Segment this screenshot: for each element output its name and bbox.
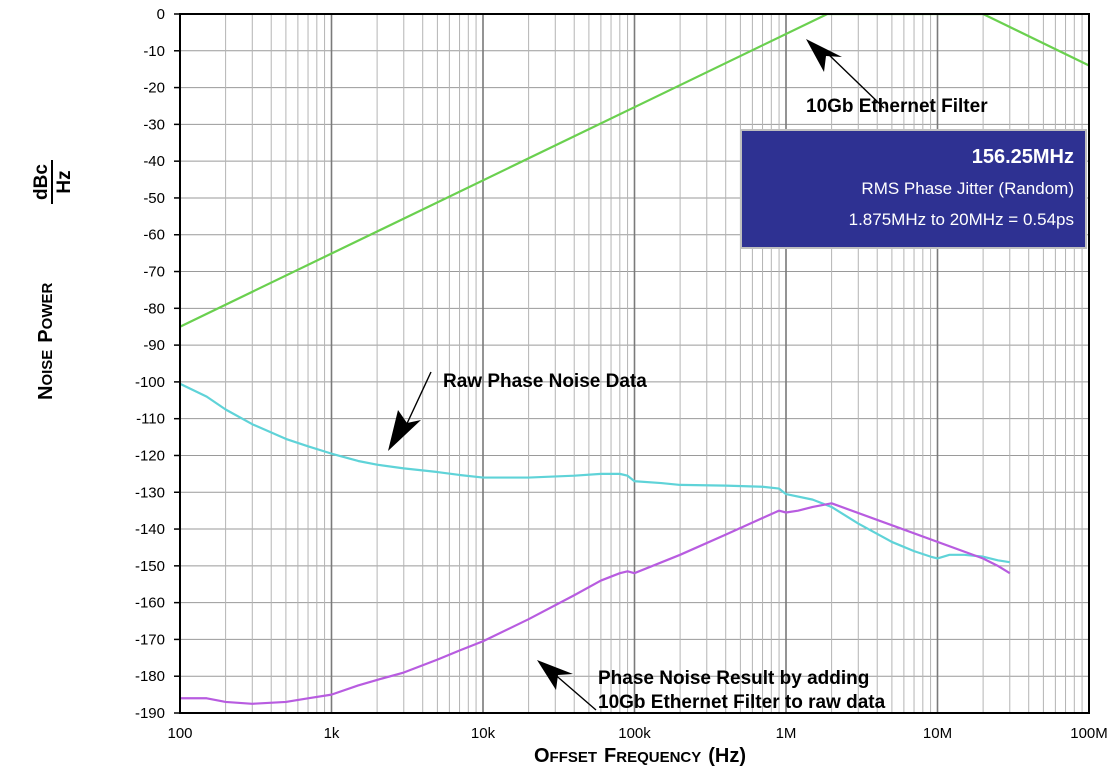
y-tick-label: -160: [135, 595, 165, 612]
annotation-arrows: [388, 39, 885, 711]
info-box-line-2: 1.875MHz to 20MHz = 0.54ps: [849, 210, 1074, 229]
x-tick-label: 100k: [618, 725, 651, 742]
y-tick-label: -100: [135, 374, 165, 391]
y-tick-label: -50: [143, 190, 165, 207]
jitter-info-box: 156.25MHz RMS Phase Jitter (Random) 1.87…: [740, 129, 1087, 249]
y-axis-unit-denominator: Hz: [54, 170, 75, 193]
info-box-background: [740, 129, 1087, 249]
svg-text:NOISEPOWER: NOISEPOWER: [35, 283, 57, 400]
y-tick-label: -110: [136, 411, 165, 428]
raw-arrow-line: [403, 371, 432, 431]
y-tick-label: -180: [135, 668, 165, 685]
series-line-filter: [180, 14, 1089, 328]
x-tick-label: 1k: [324, 725, 340, 742]
y-tick-label: -190: [135, 705, 165, 722]
annotation-raw-data: Raw Phase Noise Data: [443, 371, 647, 392]
y-tick-label: -10: [143, 43, 165, 60]
y-tick-label: -150: [135, 558, 165, 575]
series-line-raw: [180, 382, 1010, 564]
y-axis-title: NOISEPOWER dBc Hz: [31, 160, 75, 400]
x-tick-label: 100: [167, 725, 192, 742]
annotation-result-line-2: 10Gb Ethernet Filter to raw data: [598, 692, 886, 713]
y-tick-label: -140: [135, 521, 165, 538]
x-tick-label: 10k: [471, 725, 496, 742]
info-box-line-1: RMS Phase Jitter (Random): [861, 179, 1074, 198]
x-tick-labels: 100 1k 10k 100k 1M 10M 100M: [167, 725, 1107, 742]
series-line-result: [180, 502, 1011, 705]
y-tick-label: -30: [143, 116, 165, 133]
y-tick-label: -20: [143, 80, 165, 97]
filter-arrow-line: [825, 51, 885, 109]
x-axis-title: OFFSET FREQUENCY (Hz): [534, 745, 746, 767]
plot-frame: [179, 13, 1090, 714]
result-arrow-line: [551, 671, 597, 711]
filter-arrow-head: [806, 39, 842, 72]
raw-arrow-head: [388, 410, 421, 451]
y-tick-label: -40: [143, 153, 165, 170]
x-tick-label: 100M: [1070, 725, 1108, 742]
y-tick-label: -80: [143, 300, 165, 317]
y-tick-label: -60: [143, 227, 165, 244]
x-tick-label: 10M: [923, 725, 952, 742]
y-tick-label: -130: [135, 484, 165, 501]
y-tick-label: -170: [135, 631, 165, 648]
y-tick-label: -90: [143, 337, 165, 354]
info-box-title: 156.25MHz: [972, 146, 1074, 168]
y-tick-labels: 0 -10 -20 -30 -40 -50 -60 -70 -80 -90 -100 -110 -120…: [135, 6, 180, 722]
y-tick-label: -70: [143, 264, 165, 281]
y-axis-unit-numerator: dBc: [31, 164, 52, 200]
y-tick-label: -120: [135, 447, 165, 464]
series-layer: [180, 14, 1089, 705]
x-tick-label: 1M: [776, 725, 797, 742]
result-arrow-head: [537, 660, 573, 690]
annotation-filter: 10Gb Ethernet Filter: [806, 96, 988, 117]
annotation-result-line-1: Phase Noise Result by adding: [598, 668, 869, 689]
y-tick-label: 0: [157, 6, 165, 23]
